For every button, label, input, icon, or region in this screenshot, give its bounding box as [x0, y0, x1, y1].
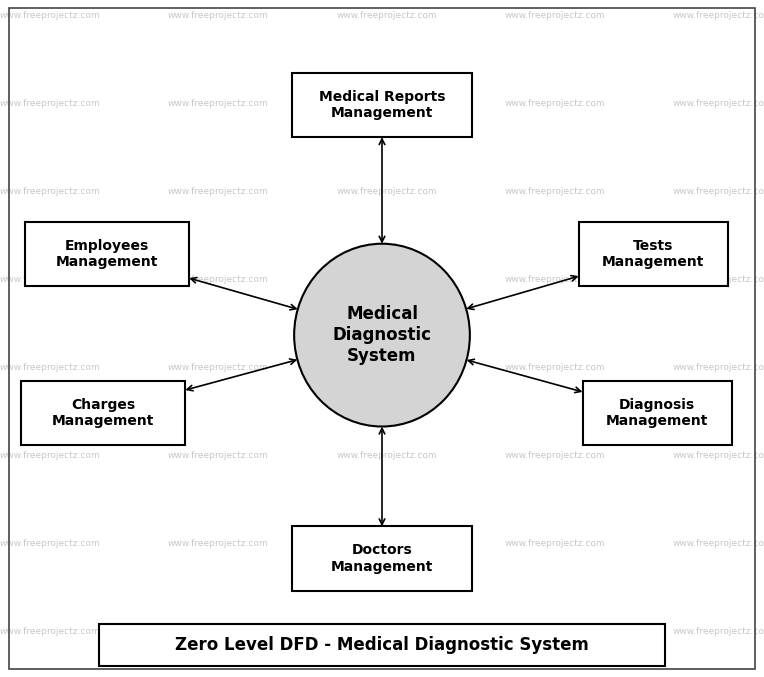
Text: www.freeprojectz.com: www.freeprojectz.com: [336, 628, 437, 636]
Text: www.freeprojectz.com: www.freeprojectz.com: [504, 540, 605, 548]
Text: www.freeprojectz.com: www.freeprojectz.com: [672, 12, 764, 20]
Text: www.freeprojectz.com: www.freeprojectz.com: [336, 276, 437, 284]
Text: www.freeprojectz.com: www.freeprojectz.com: [336, 188, 437, 196]
Ellipse shape: [294, 244, 470, 427]
Text: www.freeprojectz.com: www.freeprojectz.com: [336, 452, 437, 460]
Text: www.freeprojectz.com: www.freeprojectz.com: [672, 628, 764, 636]
Text: www.freeprojectz.com: www.freeprojectz.com: [504, 12, 605, 20]
Text: Medical Reports
Management: Medical Reports Management: [319, 90, 445, 120]
Text: www.freeprojectz.com: www.freeprojectz.com: [672, 276, 764, 284]
Text: www.freeprojectz.com: www.freeprojectz.com: [168, 540, 269, 548]
Text: www.freeprojectz.com: www.freeprojectz.com: [168, 12, 269, 20]
Text: www.freeprojectz.com: www.freeprojectz.com: [336, 540, 437, 548]
Text: www.freeprojectz.com: www.freeprojectz.com: [0, 452, 101, 460]
Text: www.freeprojectz.com: www.freeprojectz.com: [504, 100, 605, 108]
Text: www.freeprojectz.com: www.freeprojectz.com: [0, 540, 101, 548]
Bar: [99, 624, 665, 666]
Text: www.freeprojectz.com: www.freeprojectz.com: [168, 452, 269, 460]
Text: www.freeprojectz.com: www.freeprojectz.com: [504, 452, 605, 460]
Text: www.freeprojectz.com: www.freeprojectz.com: [168, 188, 269, 196]
FancyArrowPatch shape: [468, 359, 581, 393]
FancyArrowPatch shape: [379, 139, 385, 242]
Bar: [582, 380, 732, 445]
Text: www.freeprojectz.com: www.freeprojectz.com: [0, 364, 101, 372]
Text: www.freeprojectz.com: www.freeprojectz.com: [168, 100, 269, 108]
Bar: [21, 380, 185, 445]
Text: www.freeprojectz.com: www.freeprojectz.com: [336, 100, 437, 108]
Text: Tests
Management: Tests Management: [602, 239, 704, 269]
Text: www.freeprojectz.com: www.freeprojectz.com: [504, 628, 605, 636]
Text: www.freeprojectz.com: www.freeprojectz.com: [504, 276, 605, 284]
Text: Diagnosis
Management: Diagnosis Management: [606, 398, 708, 428]
Text: www.freeprojectz.com: www.freeprojectz.com: [672, 452, 764, 460]
Text: www.freeprojectz.com: www.freeprojectz.com: [0, 276, 101, 284]
Bar: [293, 73, 472, 137]
Text: www.freeprojectz.com: www.freeprojectz.com: [168, 276, 269, 284]
Text: www.freeprojectz.com: www.freeprojectz.com: [168, 628, 269, 636]
Text: Zero Level DFD - Medical Diagnostic System: Zero Level DFD - Medical Diagnostic Syst…: [175, 636, 589, 654]
Text: www.freeprojectz.com: www.freeprojectz.com: [0, 12, 101, 20]
Text: Charges
Management: Charges Management: [52, 398, 154, 428]
Text: www.freeprojectz.com: www.freeprojectz.com: [672, 100, 764, 108]
FancyArrowPatch shape: [191, 278, 296, 310]
Text: www.freeprojectz.com: www.freeprojectz.com: [672, 364, 764, 372]
Text: www.freeprojectz.com: www.freeprojectz.com: [0, 628, 101, 636]
Text: www.freeprojectz.com: www.freeprojectz.com: [504, 364, 605, 372]
Text: www.freeprojectz.com: www.freeprojectz.com: [672, 188, 764, 196]
FancyArrowPatch shape: [187, 359, 296, 391]
Bar: [293, 527, 472, 590]
Text: www.freeprojectz.com: www.freeprojectz.com: [0, 188, 101, 196]
Bar: [579, 221, 728, 286]
Text: www.freeprojectz.com: www.freeprojectz.com: [168, 364, 269, 372]
FancyArrowPatch shape: [379, 429, 385, 525]
FancyArrowPatch shape: [468, 276, 577, 309]
Bar: [25, 221, 189, 286]
Text: www.freeprojectz.com: www.freeprojectz.com: [336, 364, 437, 372]
Text: www.freeprojectz.com: www.freeprojectz.com: [0, 100, 101, 108]
Text: Employees
Management: Employees Management: [56, 239, 158, 269]
Text: www.freeprojectz.com: www.freeprojectz.com: [336, 12, 437, 20]
Text: www.freeprojectz.com: www.freeprojectz.com: [672, 540, 764, 548]
Text: Medical
Diagnostic
System: Medical Diagnostic System: [332, 305, 432, 365]
Text: Doctors
Management: Doctors Management: [331, 544, 433, 573]
Text: www.freeprojectz.com: www.freeprojectz.com: [504, 188, 605, 196]
